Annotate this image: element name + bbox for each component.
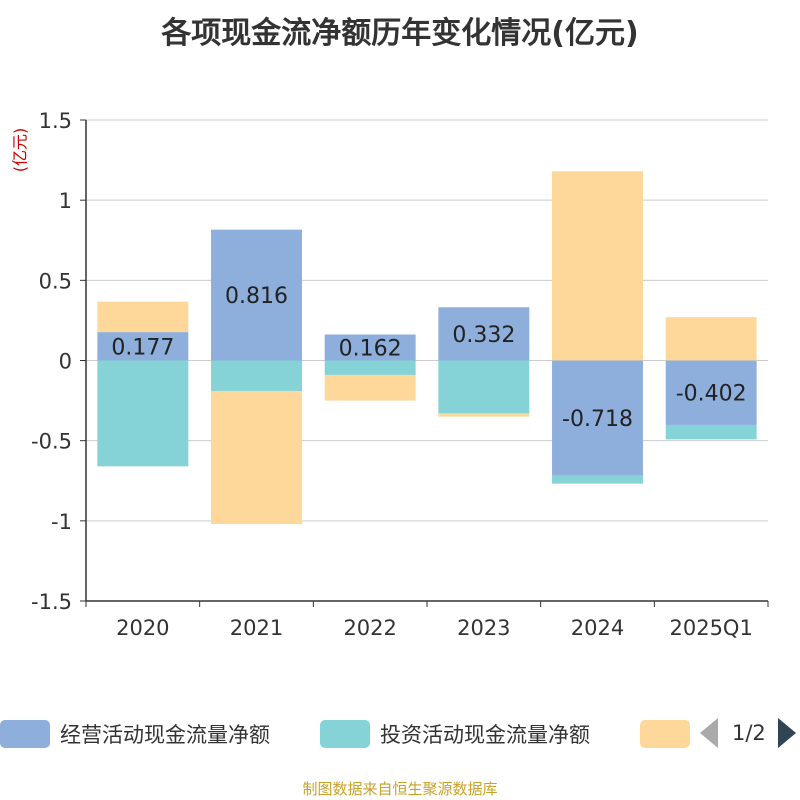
data-label-2021: 0.816 [225,284,288,309]
x-tick-label: 2024 [571,616,624,640]
x-tick-label: 2021 [230,616,283,640]
bar-segment-financing-2021 [211,390,302,525]
bar-segment-financing-2024 [552,171,643,361]
y-tick-label: -1.5 [31,590,72,614]
legend-label-operating: 经营活动现金流量净额 [60,723,270,747]
x-tick-label: 2025Q1 [669,616,752,640]
bar-segment-investing-2024 [552,475,643,484]
legend-prev-arrow-icon[interactable] [700,718,718,748]
legend-item-investing[interactable]: 投资活动现金流量净额 [320,720,590,748]
y-tick-label: 0 [59,350,72,374]
data-label-2022: 0.162 [339,337,402,362]
legend-swatch-financing [640,720,690,748]
bar-segment-investing-2025Q1 [665,424,757,440]
bar-segment-financing-2023 [438,413,530,417]
chart-title: 各项现金流净额历年变化情况(亿元) [161,16,639,51]
x-tick-label: 2020 [116,616,169,640]
bar-segment-operating-2024 [552,360,643,476]
legend-next-arrow-icon[interactable] [777,718,796,748]
legend-swatch-operating [0,720,50,748]
legend-label-investing: 投资活动现金流量净额 [380,723,590,747]
legend-item-operating[interactable]: 经营活动现金流量净额 [0,720,270,748]
bar-segment-investing-2022 [324,360,416,375]
x-tick-label: 2023 [457,616,510,640]
y-tick-label: 1.5 [39,109,72,133]
bar-segment-investing-2020 [97,360,189,467]
legend-pager: 1/2 [700,718,796,748]
bar-segment-investing-2023 [438,360,530,414]
legend-swatch-investing [320,720,370,748]
bar-segment-operating-2023 [438,307,530,361]
data-label-2024: -0.718 [562,407,633,432]
legend-item-financing[interactable] [640,720,700,748]
bar-segment-financing-2025Q1 [665,317,757,361]
stacked-bar-chart: 1.5 1 0.5 0 -0.5 -1 -1.5 0.177 2020 0.816 2021 0.16… [31,109,769,640]
bar-segment-operating-2025Q1 [665,360,757,425]
y-tick-label: 0.5 [39,269,72,293]
bar-segment-financing-2020 [97,301,189,333]
legend-page-indicator: 1/2 [732,721,766,745]
y-tick-label: -0.5 [31,430,72,454]
y-tick-label: 1 [59,189,72,213]
bar-segment-operating-2022 [324,334,416,361]
legend: 经营活动现金流量净额 投资活动现金流量净额 1/2 [0,712,800,756]
data-label-2025Q1: -0.402 [676,382,747,407]
x-tick-label: 2022 [343,616,396,640]
bar-segment-operating-2021 [211,229,302,361]
bar-segment-operating-2020 [97,332,189,361]
y-tick-label: -1 [51,510,72,534]
data-source-footer: 制图数据来自恒生聚源数据库 [302,780,498,798]
bar-segment-investing-2021 [211,360,302,391]
data-label-2020: 0.177 [111,335,174,360]
bar-segment-financing-2022 [324,374,416,401]
data-label-2023: 0.332 [452,323,515,348]
